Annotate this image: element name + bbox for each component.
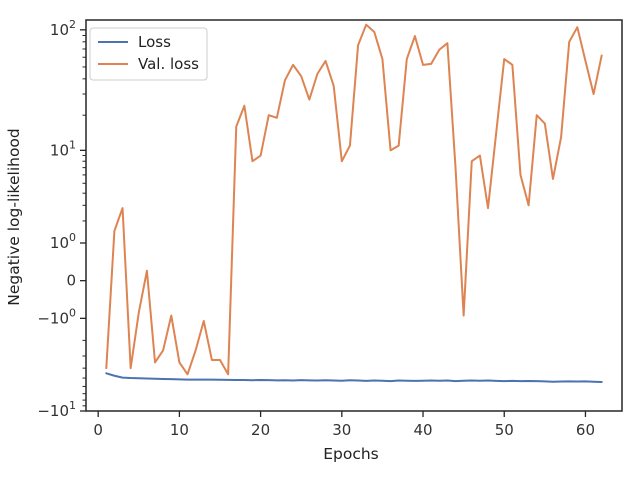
legend-label-val-loss: Val. loss bbox=[138, 55, 199, 73]
legend: Loss Val. loss bbox=[89, 27, 208, 81]
x-tick-label: 20 bbox=[251, 421, 270, 439]
x-tick-label: 40 bbox=[413, 421, 432, 439]
x-tick-label: 0 bbox=[93, 421, 103, 439]
series-layer bbox=[105, 23, 603, 383]
y-tick-label: −101 bbox=[37, 399, 76, 420]
x-axis-ticks: 0 10 20 30 40 50 60 bbox=[93, 411, 595, 439]
y-axis-ticks: −101 −100 0 100 101 102 bbox=[37, 18, 86, 420]
plot-frame bbox=[85, 19, 623, 412]
y-axis-title: Negative log-likelihood bbox=[5, 128, 23, 306]
y-tick-label: −100 bbox=[37, 306, 76, 327]
y-tick-label: 100 bbox=[50, 231, 76, 252]
x-axis-title: Epochs bbox=[323, 445, 379, 463]
y-tick-label: 102 bbox=[50, 18, 76, 39]
x-tick-label: 50 bbox=[495, 421, 514, 439]
x-tick-label: 10 bbox=[170, 421, 189, 439]
x-tick-label: 60 bbox=[576, 421, 595, 439]
y-tick-label: 0 bbox=[66, 272, 76, 290]
series-line-val-loss bbox=[105, 23, 603, 376]
y-tick-label: 101 bbox=[50, 138, 76, 159]
legend-label-loss: Loss bbox=[138, 33, 171, 51]
x-tick-label: 30 bbox=[332, 421, 351, 439]
series-line-loss bbox=[105, 372, 603, 383]
